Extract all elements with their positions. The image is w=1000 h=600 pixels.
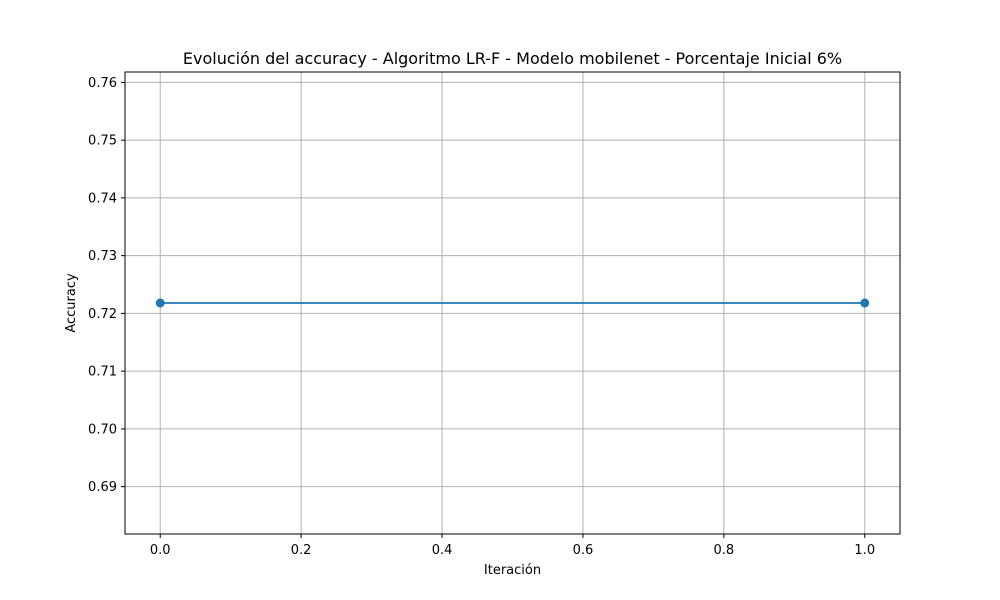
- x-tick-label: 0.6: [573, 543, 594, 558]
- y-tick-label: 0.69: [88, 480, 117, 495]
- data-point-marker: [155, 298, 165, 308]
- chart-title: Evolución del accuracy - Algoritmo LR-F …: [183, 49, 842, 68]
- x-axis-label: Iteración: [484, 563, 541, 578]
- x-tick-label: 0.2: [291, 543, 312, 558]
- y-tick-label: 0.76: [88, 76, 117, 91]
- x-tick-label: 1.0: [854, 543, 875, 558]
- y-tick-label: 0.70: [88, 422, 117, 437]
- x-tick-label: 0.8: [714, 543, 735, 558]
- x-tick-label: 0.0: [150, 543, 171, 558]
- data-point-marker: [860, 298, 870, 308]
- series-layer: [155, 298, 870, 308]
- x-tick-label: 0.4: [432, 543, 453, 558]
- plot-frame: [124, 71, 901, 535]
- y-tick-label: 0.74: [88, 191, 117, 206]
- y-tick-label: 0.73: [88, 249, 117, 264]
- y-axis-label: Accuracy: [64, 273, 79, 333]
- y-tick-label: 0.72: [88, 307, 117, 322]
- y-tick-label: 0.71: [88, 365, 117, 380]
- tick-layer: 0.0 0.2 0.4 0.6 0.8 1.0 0.69 0.70 0.71 0.72 0.73 0.…: [88, 76, 875, 558]
- y-tick-label: 0.75: [88, 134, 117, 149]
